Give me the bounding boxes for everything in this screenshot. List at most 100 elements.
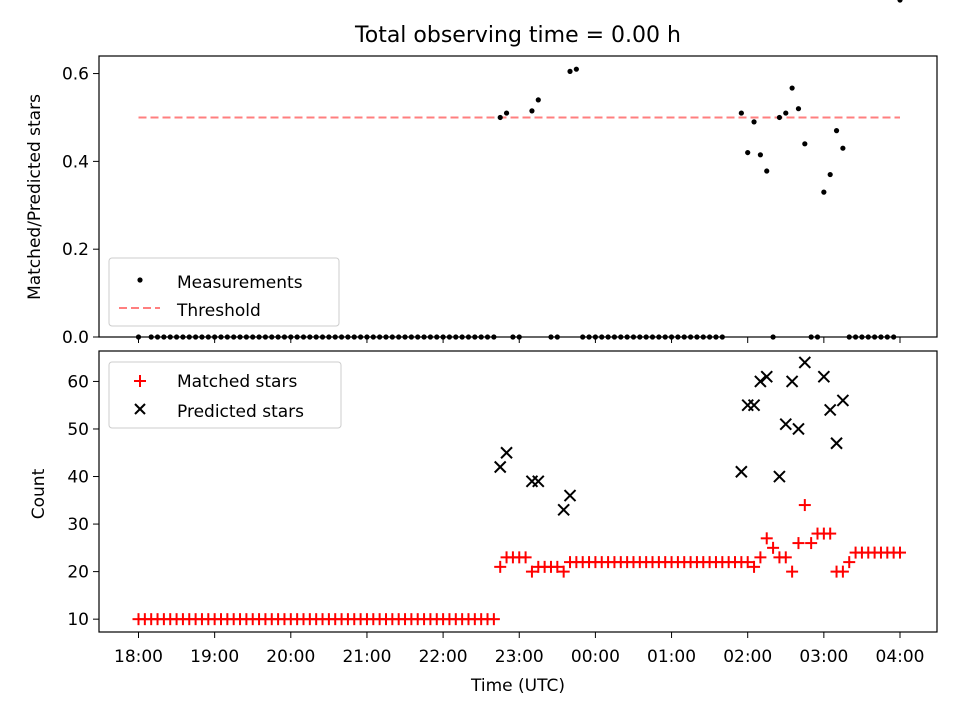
bottom-x-tick-label: 18:00 [114, 647, 163, 667]
matched-star-point [494, 560, 507, 573]
predicted-stars-points [494, 356, 850, 517]
matched-star-point [805, 537, 818, 550]
matched-stars-points [132, 499, 906, 626]
bottom-y-tick-label: 60 [67, 372, 89, 392]
legend-predicted-marker [134, 403, 146, 415]
measurement-point [757, 152, 763, 158]
bottom-y-tick-label: 20 [67, 563, 89, 583]
measurement-point [795, 106, 802, 112]
predicted-star-point [532, 475, 545, 488]
matched-star-point [754, 551, 767, 564]
measurement-point [567, 68, 573, 74]
matched-star-point [779, 551, 792, 564]
bottom-x-tick-label: 23:00 [495, 647, 544, 667]
top-y-tick-label: 0.2 [62, 240, 89, 260]
bottom-x-ticks: 18:00 19:00 20:00 21:00 22:00 23:00 00:00 01:00… [114, 632, 925, 667]
measurement-point [751, 119, 757, 125]
top-panel: 0.0 0.2 0.4 0.6 Matched/Predicted stars Mea… [25, 0, 938, 348]
measurement-point [833, 128, 840, 134]
predicted-star-point [760, 370, 773, 383]
top-y-ticks: 0.0 0.2 0.4 0.6 [62, 65, 99, 348]
measurement-point [821, 189, 827, 195]
measurement-point [789, 85, 795, 91]
matched-star-point [519, 551, 532, 564]
measurement-point [535, 97, 541, 103]
measurement-point [529, 108, 535, 114]
legend-predicted-label: Predicted stars [177, 402, 304, 422]
chart-title: Total observing time = 0.00 h [354, 23, 681, 48]
measurement-point [897, 0, 903, 3]
legend-matched-label: Matched stars [177, 372, 297, 392]
predicted-star-point [494, 460, 507, 474]
top-axes-frame [98, 55, 938, 338]
legend-measurements-label: Measurements [177, 273, 303, 293]
legend-threshold-label: Threshold [176, 301, 261, 321]
predicted-star-point [563, 489, 577, 502]
bottom-x-tick-label: 19:00 [190, 647, 239, 667]
predicted-star-point [792, 422, 805, 436]
predicted-star-point [754, 375, 767, 388]
predicted-star-point [836, 394, 850, 407]
predicted-star-point [798, 356, 812, 369]
predicted-star-point [747, 398, 761, 412]
matched-star-point [894, 546, 906, 559]
matched-star-point [525, 565, 538, 578]
bottom-panel: 10 20 30 40 50 60 18:00 19:00 20:00 21:00 22:00 23… [29, 350, 938, 696]
bottom-y-tick-label: 40 [67, 468, 89, 488]
bottom-x-tick-label: 01:00 [647, 647, 696, 667]
matched-star-point [748, 560, 761, 573]
bottom-legend: Matched stars Predicted stars [108, 361, 342, 429]
matched-star-point [760, 532, 773, 545]
legend-measurements-marker [137, 277, 143, 283]
matched-star-point [792, 537, 805, 550]
measurement-point [802, 141, 808, 147]
measurement-point [764, 168, 770, 174]
top-y-tick-label: 0.4 [62, 152, 89, 172]
measurement-point [503, 110, 510, 116]
predicted-star-point [779, 418, 792, 431]
predicted-star-point [773, 470, 786, 483]
matched-star-point [487, 613, 500, 626]
top-y-tick-label: 0.0 [62, 328, 89, 348]
measurement-point [840, 145, 846, 151]
measurement-points [135, 0, 903, 340]
bottom-y-tick-label: 10 [67, 610, 89, 630]
predicted-star-point [785, 375, 799, 388]
measurement-point [497, 114, 503, 121]
top-y-axis-label: Matched/Predicted stars [25, 94, 45, 300]
bottom-x-tick-label: 04:00 [876, 647, 925, 667]
predicted-star-point [817, 370, 831, 383]
bottom-legend-box [108, 361, 342, 429]
predicted-star-point [557, 503, 570, 517]
predicted-star-point [735, 465, 748, 478]
matched-star-point [786, 565, 799, 578]
bottom-x-tick-label: 03:00 [799, 647, 848, 667]
measurement-point [827, 171, 833, 178]
bottom-x-tick-label: 02:00 [723, 647, 772, 667]
predicted-star-point [500, 446, 513, 459]
matched-star-point [767, 541, 780, 554]
bottom-x-tick-label: 22:00 [419, 647, 468, 667]
matched-star-point [824, 527, 837, 540]
bottom-y-tick-label: 50 [67, 420, 89, 440]
bottom-y-ticks: 10 20 30 40 50 60 [67, 372, 99, 630]
matched-star-point [843, 556, 856, 569]
matched-star-point [741, 556, 754, 569]
top-legend-box [108, 257, 340, 327]
bottom-x-tick-label: 21:00 [342, 647, 391, 667]
bottom-x-tick-label: 20:00 [266, 647, 315, 667]
top-y-tick-label: 0.6 [62, 65, 89, 85]
matched-star-point [836, 565, 849, 578]
matched-star-point [798, 499, 811, 512]
predicted-star-point [823, 403, 837, 417]
measurement-point [745, 149, 751, 156]
legend-matched-marker [134, 375, 146, 387]
measurement-point [776, 114, 783, 121]
top-legend: Measurements Threshold [108, 257, 340, 327]
matched-star-point [557, 565, 570, 578]
measurement-point [738, 110, 744, 116]
matched-star-point [551, 560, 564, 573]
predicted-star-point [830, 437, 843, 450]
